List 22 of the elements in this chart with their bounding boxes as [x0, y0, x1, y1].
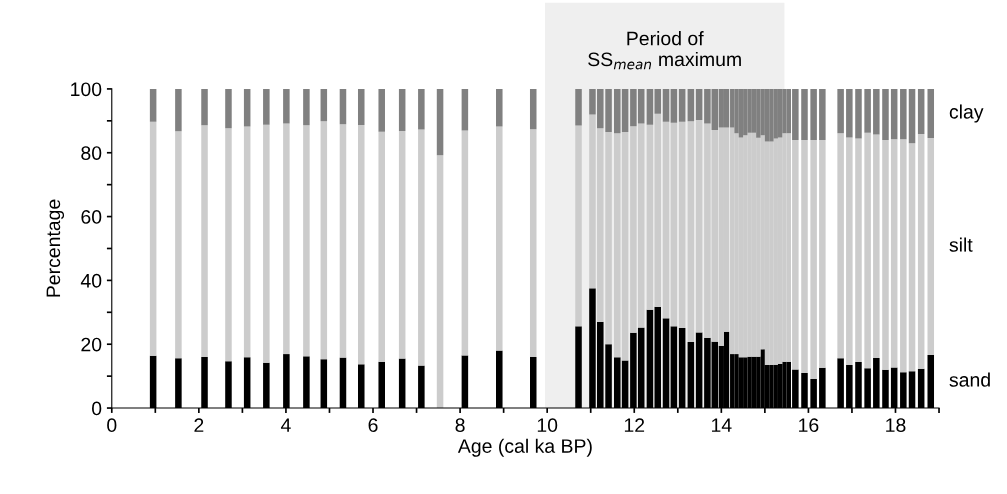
x-tick-label: 2: [194, 418, 204, 432]
x-axis-title: Age (cal ka BP): [457, 438, 592, 457]
y-axis-title: Percentage: [46, 199, 65, 297]
y-tick-label: 40: [80, 273, 102, 288]
x-tick-label: 8: [455, 418, 465, 433]
x-tick-label: 0: [107, 418, 117, 433]
series-label: clay: [949, 104, 984, 123]
x-tick-label: 12: [624, 418, 645, 432]
series-label: sand: [949, 372, 990, 387]
band-label: Period of SS$_{mean}$ maximum: [588, 31, 741, 70]
y-tick-label: 0: [92, 401, 102, 416]
x-tick-label: 6: [368, 418, 378, 433]
y-tick-label: 60: [81, 210, 102, 224]
y-tick-label: 80: [81, 146, 102, 160]
x-tick-label: 10: [537, 418, 558, 433]
x-tick-label: 4: [280, 418, 291, 432]
y-tick-label: 100: [71, 82, 102, 97]
x-tick-label: 14: [712, 418, 732, 432]
series-label: silt: [949, 237, 973, 252]
x-tick-label: 16: [799, 418, 819, 433]
x-tick-label: 18: [886, 418, 906, 433]
y-tick-label: 20: [81, 337, 102, 352]
